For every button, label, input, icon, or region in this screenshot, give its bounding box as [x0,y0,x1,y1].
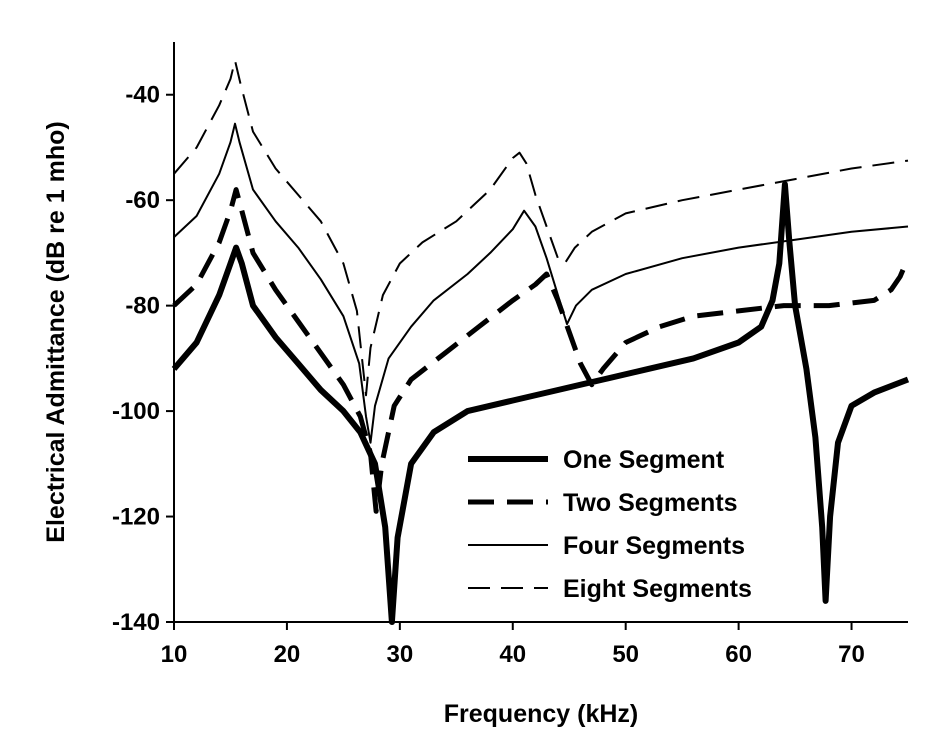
x-axis-label: Frequency (kHz) [444,700,638,728]
x-tick-label-10: 10 [161,641,188,668]
series-line-eight-segments [173,59,909,397]
series-line-one-segment [171,181,910,625]
series-line-four-segments [173,122,909,444]
y-tick-label--140: -140 [112,609,160,636]
y-tick-label--60: -60 [125,187,160,214]
x-tick-label-30: 30 [386,641,413,668]
y-tick-label--120: -120 [112,504,160,531]
y-axis-label: Electrical Admittance (dB re 1 mho) [42,121,70,542]
plot-area: 10 20 30 40 50 60 70 -40 -60 -80 -100 -120 -140 [112,42,911,668]
legend-label-four-segments: Four Segments [563,532,745,560]
x-tick-label-60: 60 [725,641,752,668]
x-tick-label-70: 70 [838,641,865,668]
legend-label-one-segment: One Segment [563,446,725,474]
legend-label-eight-segments: Eight Segments [563,575,752,603]
y-tick-label--100: -100 [112,398,160,425]
legend-label-two-segments: Two Segments [563,489,738,517]
y-tick-label--40: -40 [125,82,160,109]
y-axis-ticks: -40 -60 -80 -100 -120 -140 [112,82,174,636]
x-tick-label-50: 50 [612,641,639,668]
x-axis-ticks: 10 20 30 40 50 60 70 [161,622,865,668]
x-tick-label-20: 20 [274,641,301,668]
y-tick-label--80: -80 [125,293,160,320]
x-tick-label-40: 40 [499,641,526,668]
series-line-two-segments [172,187,911,514]
legend: One Segment Two Segments Four Segments Eigh… [468,446,752,603]
series-group [171,59,911,625]
